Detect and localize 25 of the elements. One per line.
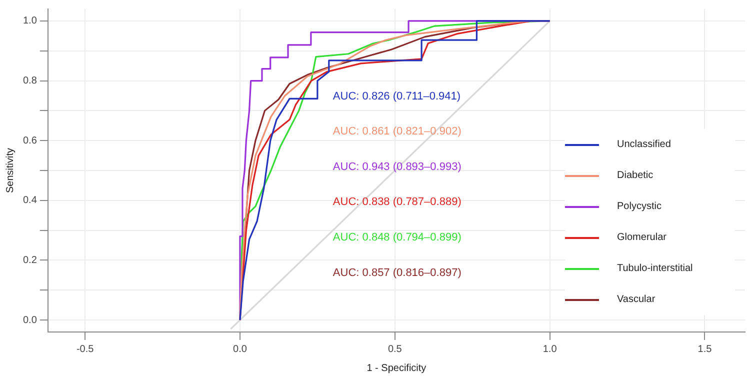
x-tick-label: 1.0 [542, 344, 558, 355]
y-tick-label: 0.2 [22, 254, 38, 266]
legend-label: Tubulo-interstitial [617, 263, 693, 274]
x-axis-title: 1 - Specificity [366, 362, 426, 374]
annotation: AUC: 0.848 (0.794–0.899) [332, 232, 462, 244]
annotation: AUC: 0.943 (0.893–0.993) [332, 160, 462, 173]
y-tick-label: 0.8 [22, 76, 38, 87]
x-tick-label: 0.5 [388, 344, 402, 355]
annotation: AUC: 0.861 (0.821–0.902) [332, 126, 462, 138]
x-tick-label: -0.5 [76, 344, 94, 355]
x-tick-label: 0.0 [233, 344, 248, 355]
y-tick-label: 0.4 [22, 195, 38, 206]
legend-label: Unclassified [617, 139, 671, 150]
y-tick-label: 0.6 [22, 135, 38, 146]
legend-label: Glomerular [617, 232, 666, 243]
legend-label: Diabetic [617, 170, 654, 181]
annotation: AUC: 0.838 (0.787–0.889) [332, 196, 462, 208]
y-tick-label: 0.0 [22, 314, 38, 326]
annotation: AUC: 0.826 (0.711–0.941) [332, 90, 461, 102]
x-tick-label: 1.5 [698, 344, 712, 355]
legend-label: Vascular [617, 294, 656, 305]
legend-label: Polycystic [617, 201, 662, 212]
annotation: AUC: 0.857 (0.816–0.897) [332, 266, 462, 279]
y-tick-label: 1.0 [22, 16, 38, 27]
y-axis-title: Sensitivity [4, 148, 16, 194]
